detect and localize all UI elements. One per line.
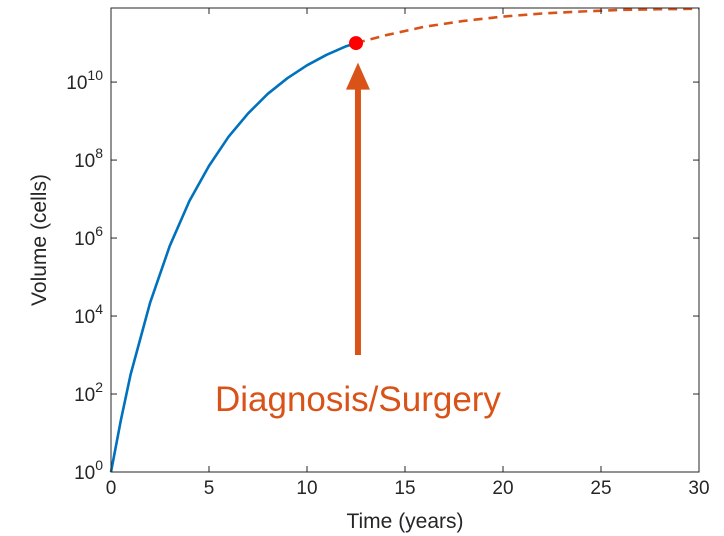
x-axis-label: Time (years) [346, 510, 463, 533]
y-tick-label: 106 [74, 223, 103, 250]
x-tick-label: 0 [106, 478, 117, 499]
plot-area [111, 8, 699, 472]
y-tick-label: 104 [74, 301, 103, 328]
y-tick-label: 102 [74, 379, 103, 406]
diagnosis-marker [349, 36, 363, 51]
dashed-series-line [355, 7, 700, 45]
annotation-arrow-head [345, 62, 370, 90]
series-layer [109, 7, 700, 473]
annotation-text: Diagnosis/Surgery [215, 380, 501, 419]
y-tick-label: 100 [74, 457, 103, 484]
x-tick-label: 30 [688, 478, 709, 499]
x-tick-label: 10 [296, 478, 317, 499]
solid-series-line [109, 41, 357, 473]
x-tick-label: 25 [590, 478, 611, 499]
y-axis-label: Volume (cells) [28, 174, 51, 306]
y-tick-label: 1010 [66, 67, 103, 94]
x-tick-label: 5 [204, 478, 215, 499]
ticks-layer: 0 5 10 15 20 25 30 100 102 104 106 108 1010 [66, 8, 710, 499]
x-tick-label: 20 [492, 478, 513, 499]
annotation-layer: Diagnosis/Surgery [215, 62, 501, 419]
y-tick-label: 108 [74, 145, 103, 172]
x-tick-label: 15 [394, 478, 415, 499]
